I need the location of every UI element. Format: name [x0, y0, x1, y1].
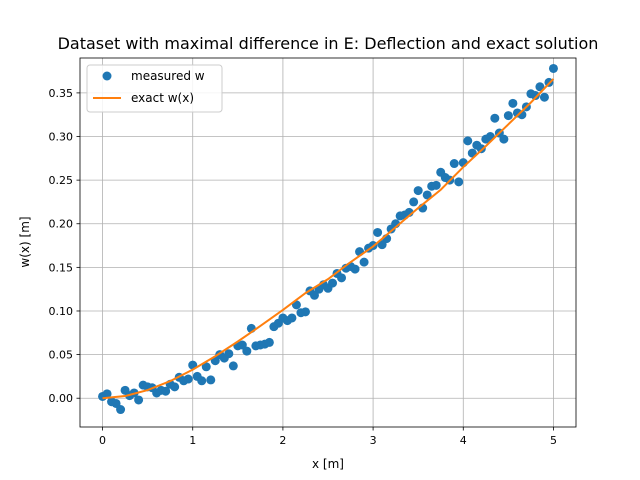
- measured-point: [102, 389, 112, 399]
- measured-point: [170, 382, 180, 392]
- measured-point: [134, 395, 144, 405]
- measured-point: [359, 257, 369, 267]
- legend-label-measured: measured w: [131, 69, 205, 83]
- plot-data: [98, 63, 558, 415]
- x-tick-label: 3: [370, 434, 377, 447]
- measured-point: [539, 92, 549, 102]
- measured-point: [454, 177, 464, 187]
- measured-point: [183, 374, 193, 384]
- legend-box: [86, 64, 223, 113]
- x-tick-label: 2: [279, 434, 286, 447]
- measured-point: [161, 386, 171, 396]
- legend-label-exact: exact w(x): [131, 91, 194, 105]
- measured-point: [206, 375, 216, 385]
- x-tick-label: 4: [460, 434, 467, 447]
- measured-point: [201, 362, 211, 372]
- y-axis-label: w(x) [m]: [18, 216, 32, 267]
- chart-title: Dataset with maximal difference in E: De…: [58, 34, 599, 53]
- x-tick-label: 0: [99, 434, 106, 447]
- measured-point: [422, 190, 432, 200]
- measured-point: [476, 144, 486, 154]
- measured-point: [373, 227, 383, 237]
- measured-point: [508, 98, 518, 108]
- x-tick-label: 5: [550, 434, 557, 447]
- measured-point: [328, 278, 338, 288]
- measured-point: [463, 136, 473, 146]
- measured-point: [548, 63, 558, 73]
- measured-point: [431, 180, 441, 190]
- measured-point: [242, 346, 252, 356]
- measured-point: [264, 337, 274, 347]
- measured-point: [116, 405, 126, 415]
- x-axis-label: x [m]: [312, 457, 344, 471]
- y-tick-label: 0.25: [49, 174, 74, 187]
- measured-point: [499, 134, 509, 144]
- y-tick-label: 0.35: [49, 87, 74, 100]
- measured-point: [503, 111, 513, 121]
- measured-point: [300, 307, 310, 317]
- y-tick-label: 0.15: [49, 261, 74, 274]
- exact-solution-line: [102, 78, 555, 400]
- y-tick-label: 0.10: [49, 305, 74, 318]
- measured-point: [287, 313, 297, 323]
- measured-point: [530, 91, 540, 101]
- y-tick-label: 0.30: [49, 131, 74, 144]
- plot-frame: [79, 57, 577, 428]
- measured-point: [535, 82, 545, 92]
- measured-point: [413, 186, 423, 196]
- measured-point: [350, 264, 360, 274]
- measured-point: [228, 361, 238, 371]
- y-tick-label: 0.05: [49, 349, 74, 362]
- y-tick-label: 0.20: [49, 218, 74, 231]
- legend-marker-measured: [102, 71, 112, 81]
- measured-point: [224, 349, 234, 359]
- y-tick-label: 0.00: [49, 392, 74, 405]
- measured-point: [337, 273, 347, 283]
- x-tick-label: 1: [189, 434, 196, 447]
- legend: measured w exact w(x): [86, 64, 223, 113]
- measured-point: [449, 159, 459, 169]
- axis-ticks: 0 1 2 3 4 5 0.00 0.05 0.10 0.15 0.20 0.25 0.30 0.35: [49, 87, 557, 447]
- measured-point: [409, 197, 419, 207]
- grid-lines: [80, 58, 576, 427]
- measured-point: [490, 113, 500, 123]
- measured-point: [197, 376, 207, 386]
